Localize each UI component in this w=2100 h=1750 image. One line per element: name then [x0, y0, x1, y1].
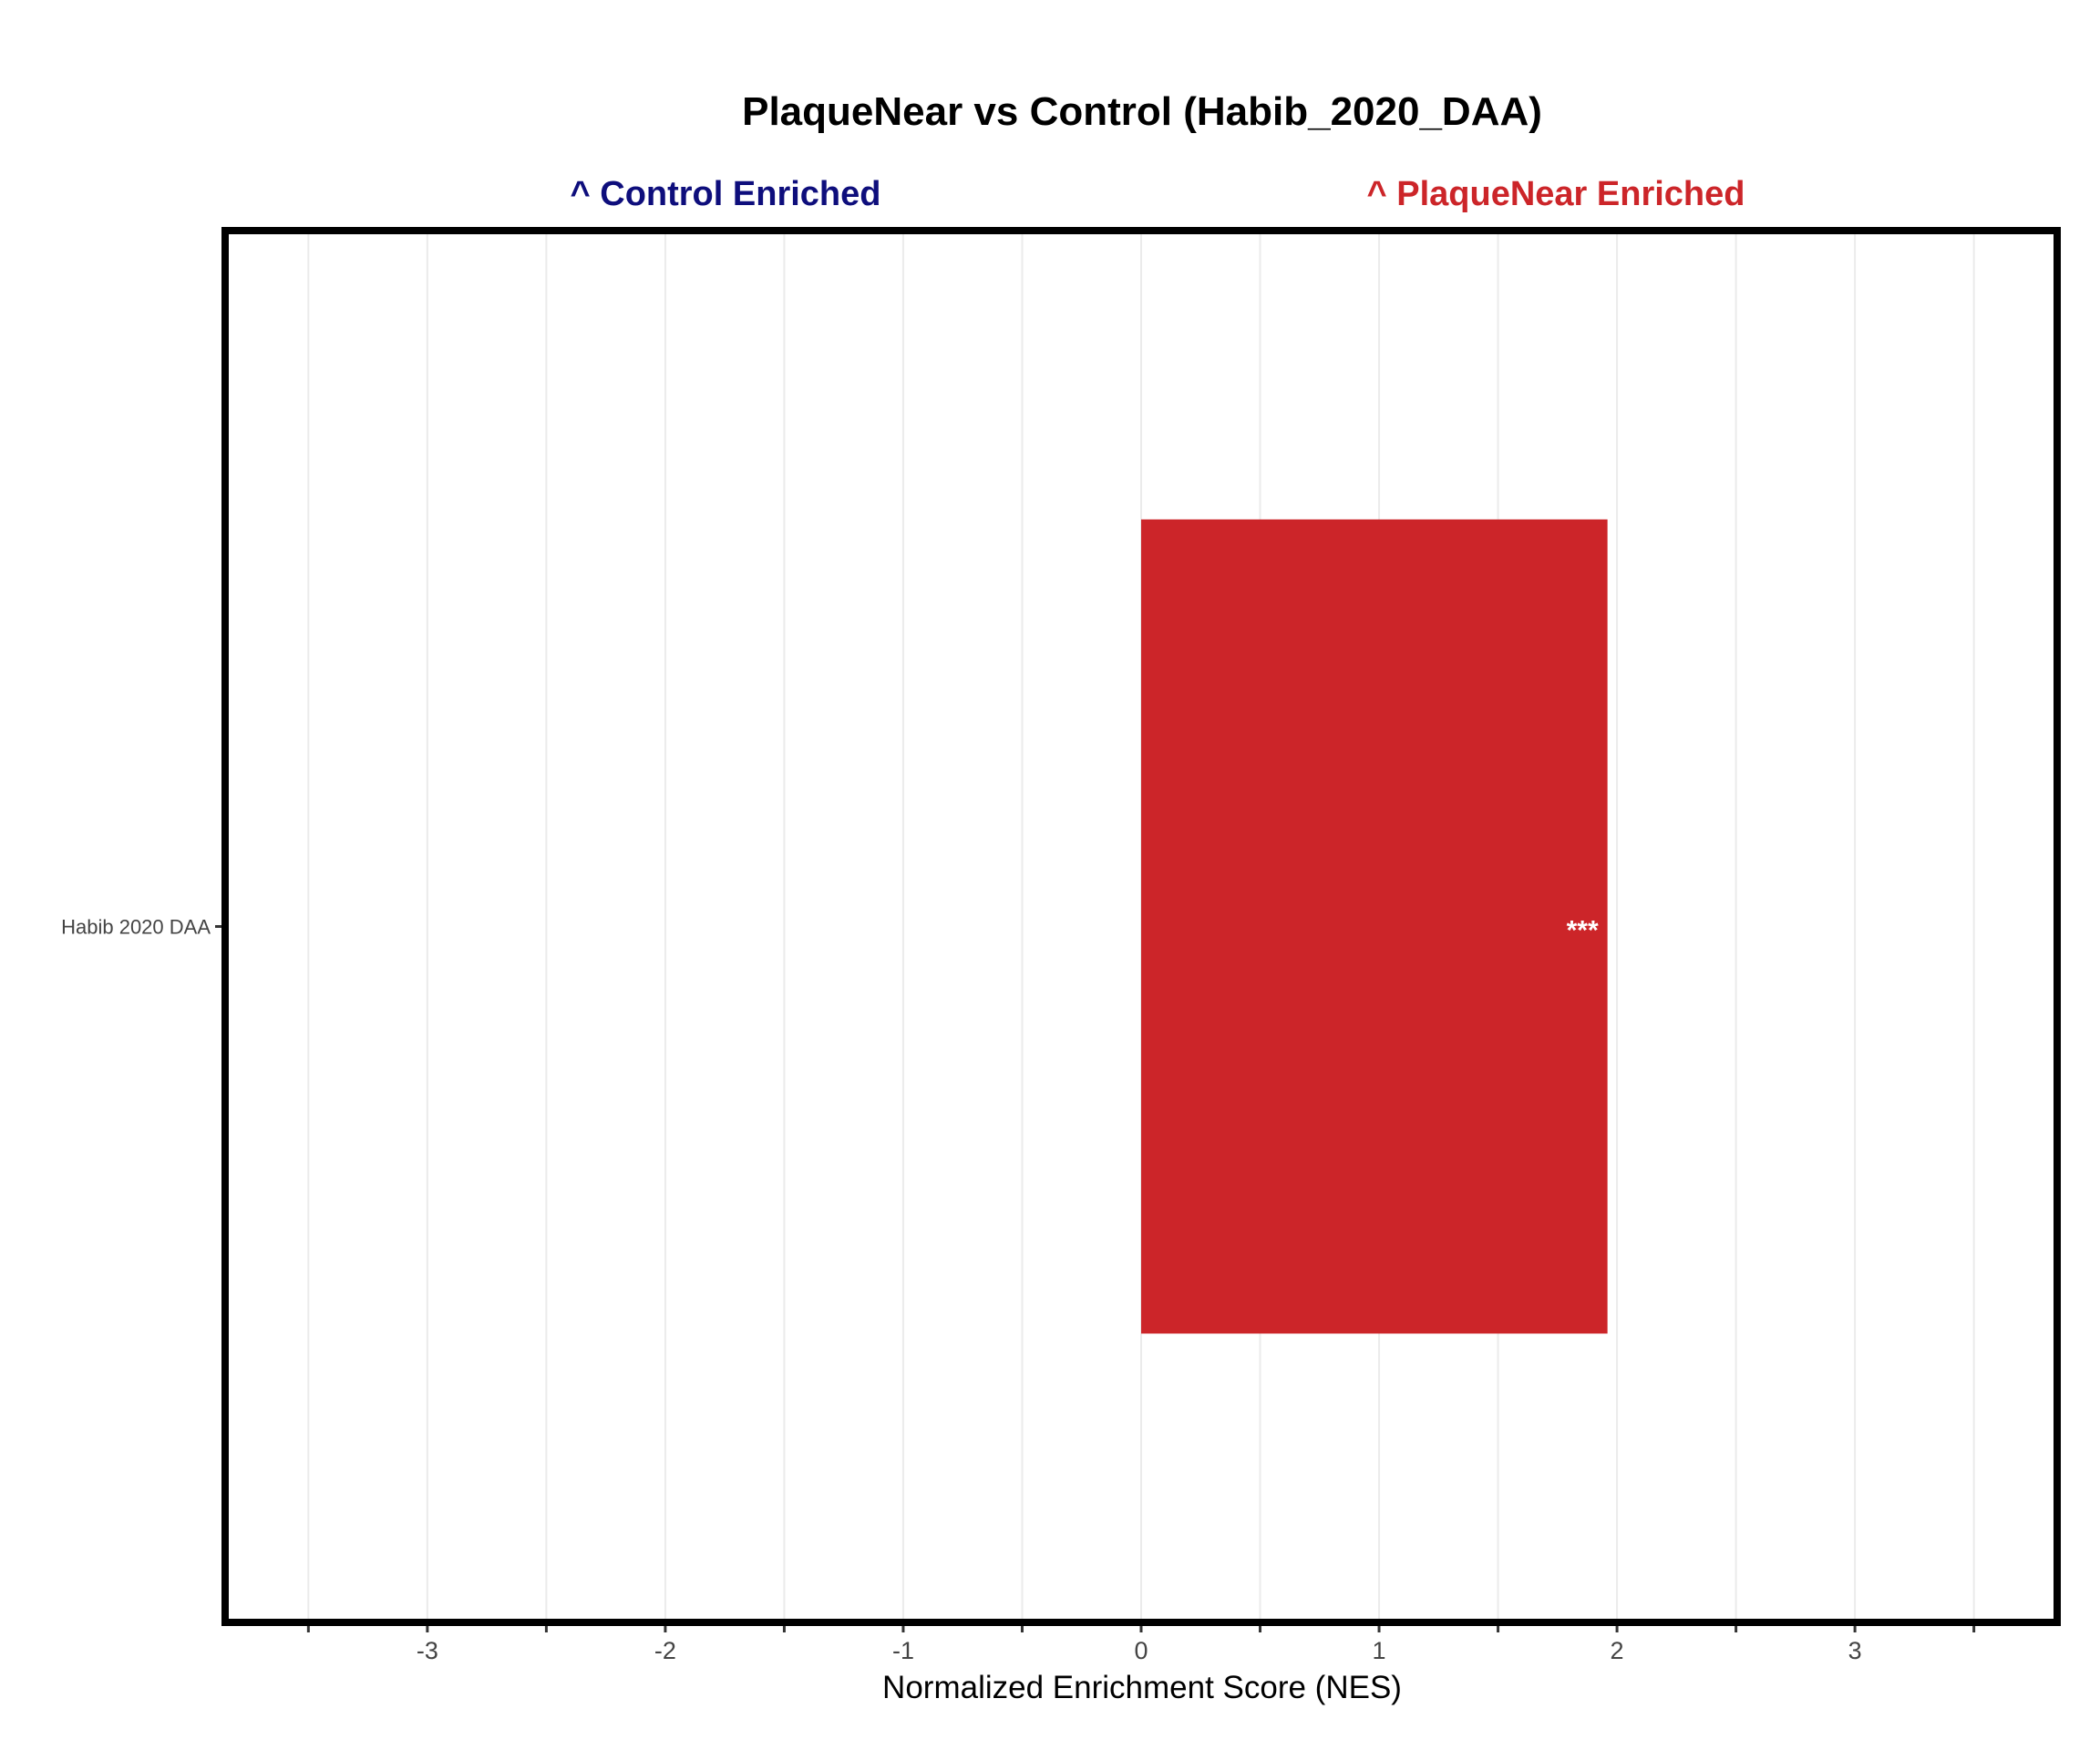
- x-axis-ticks: -3 -2 -1 0 1 2 3: [306, 1626, 1976, 1664]
- y-category-label: Habib 2020 DAA: [61, 916, 211, 939]
- x-tick-label: -2: [654, 1637, 676, 1664]
- x-axis-title: Normalized Enrichment Score (NES): [882, 1670, 1402, 1705]
- x-tick-label: 1: [1373, 1637, 1386, 1664]
- significance-label: ***: [1567, 916, 1599, 946]
- x-tick-label: 0: [1134, 1637, 1148, 1664]
- bar-habib-2020-daa: [1141, 519, 1608, 1334]
- control-enriched-label: ^ Control Enriched: [571, 175, 881, 213]
- gridlines: [307, 231, 1975, 1622]
- y-axis-categories: Habib 2020 DAA: [61, 916, 221, 939]
- chart-title: PlaqueNear vs Control (Habib_2020_DAA): [742, 89, 1542, 134]
- x-tick-label: -1: [892, 1637, 914, 1664]
- x-tick-label: 2: [1611, 1637, 1624, 1664]
- x-tick-label: -3: [417, 1637, 438, 1664]
- bars: ***: [1141, 519, 1608, 1334]
- x-tick-label: 3: [1848, 1637, 1862, 1664]
- panel-border: [221, 227, 2061, 1626]
- plaquenear-enriched-label: ^ PlaqueNear Enriched: [1367, 175, 1745, 213]
